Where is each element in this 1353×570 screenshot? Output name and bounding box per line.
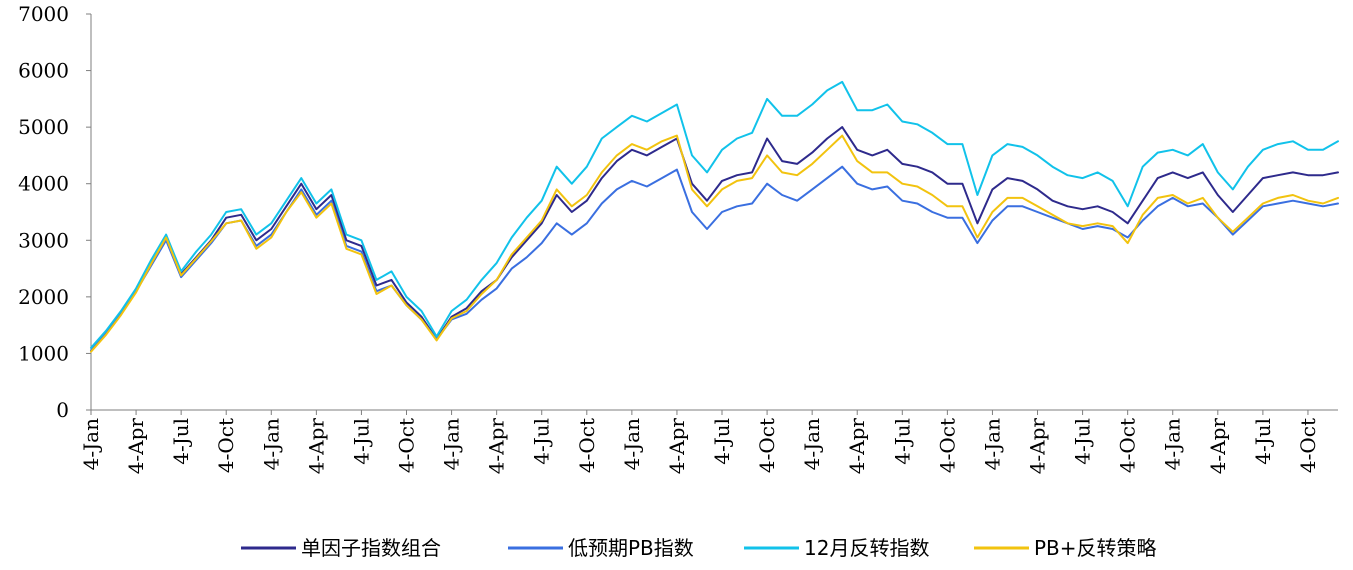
x-tick-label: 4-Oct [1296, 418, 1320, 473]
plot-area [90, 80, 1339, 353]
x-tick-label: 4-Jul [169, 418, 193, 465]
x-tick-label: 4-Jan [440, 418, 464, 470]
x-tick-label: 4-Oct [935, 418, 959, 473]
series-line-1 [90, 165, 1339, 352]
legend-label: 单因子指数组合 [301, 536, 441, 560]
legend-item: PB+反转策略 [974, 536, 1157, 560]
legend: 单因子指数组合 低预期PB指数 12月反转指数 PB+反转策略 [241, 536, 1157, 560]
x-tick-label: 4-Apr [665, 418, 689, 475]
x-tick-label: 4-Jul [349, 418, 373, 465]
x-tick-label: 4-Apr [1206, 418, 1230, 475]
legend-label: PB+反转策略 [1034, 536, 1157, 560]
y-tick-label: 6000 [18, 59, 69, 83]
y-axis: 0 1000 2000 3000 4000 5000 6000 7000 [18, 2, 92, 422]
x-axis: 4-Jan 4-Apr 4-Jul 4-Oct 4-Jan 4-Apr 4-Jul 4-Oct… [79, 409, 1338, 475]
series-line-0 [90, 126, 1339, 352]
x-tick-label: 4-Jan [1161, 418, 1185, 470]
x-tick-label: 4-Apr [485, 418, 509, 475]
legend-item: 12月反转指数 [744, 536, 929, 560]
y-tick-label: 5000 [18, 115, 69, 139]
x-tick-label: 4-Jan [79, 418, 103, 470]
x-tick-label: 4-Jan [800, 418, 824, 470]
legend-label: 低预期PB指数 [568, 536, 694, 560]
x-tick-label: 4-Jan [259, 418, 283, 470]
x-tick-label: 4-Oct [1116, 418, 1140, 473]
x-tick-label: 4-Jul [530, 418, 554, 465]
x-tick-label: 4-Jul [710, 418, 734, 465]
x-tick-label: 4-Jul [1251, 418, 1275, 465]
x-tick-label: 4-Oct [575, 418, 599, 473]
x-tick-label: 4-Jan [620, 418, 644, 470]
legend-item: 单因子指数组合 [241, 536, 441, 560]
x-tick-label: 4-Oct [755, 418, 779, 473]
y-tick-label: 7000 [18, 2, 69, 26]
y-tick-label: 1000 [18, 341, 69, 365]
y-tick-label: 3000 [18, 228, 69, 252]
x-tick-label: 4-Oct [395, 418, 419, 473]
x-tick-label: 4-Oct [214, 418, 238, 473]
y-tick-label: 2000 [18, 285, 69, 309]
series-line-2 [90, 80, 1339, 349]
x-tick-label: 4-Jul [1071, 418, 1095, 465]
x-tick-label: 4-Apr [124, 418, 148, 475]
x-tick-label: 4-Jul [890, 418, 914, 465]
series-line-3 [90, 134, 1339, 353]
x-tick-label: 4-Jan [980, 418, 1004, 470]
legend-label: 12月反转指数 [804, 536, 929, 560]
legend-item: 低预期PB指数 [508, 536, 694, 560]
y-tick-label: 0 [56, 398, 69, 422]
x-tick-label: 4-Apr [304, 418, 328, 475]
x-tick-label: 4-Apr [845, 418, 869, 475]
y-tick-label: 4000 [18, 172, 69, 196]
x-tick-label: 4-Apr [1026, 418, 1050, 475]
